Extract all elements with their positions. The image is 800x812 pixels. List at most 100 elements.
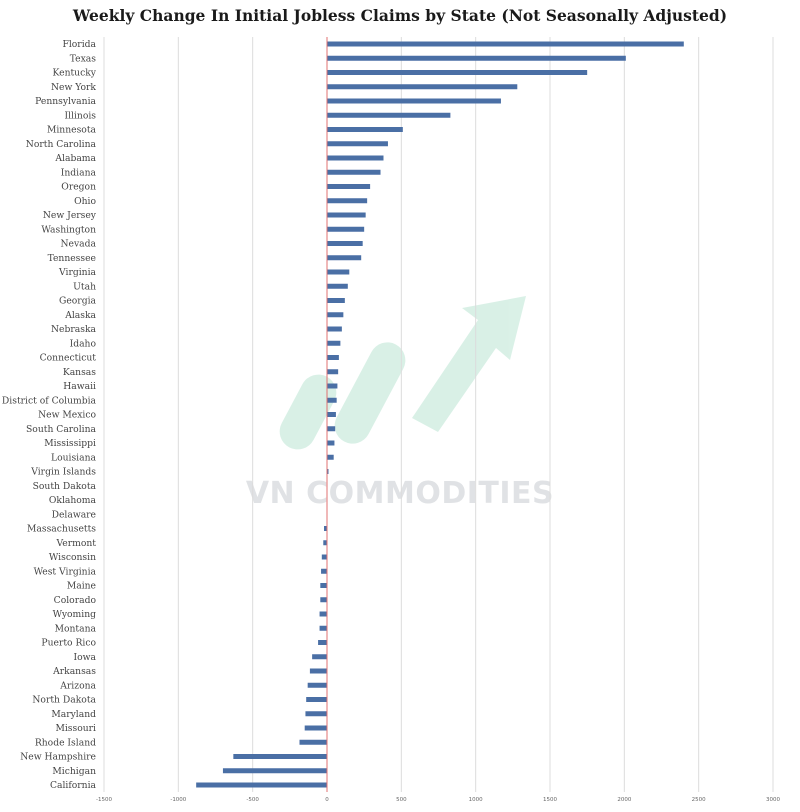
bar-indiana xyxy=(327,169,381,175)
category-label: Idaho xyxy=(70,338,97,349)
category-label: Missouri xyxy=(55,723,96,734)
category-label: Virgin Islands xyxy=(30,467,96,478)
bar-ohio xyxy=(327,198,368,204)
bar-rhode-island xyxy=(299,739,327,745)
bar-district-of-columbia xyxy=(327,397,337,403)
category-labels: Florida Texas Kentucky New York Pennsylvania… xyxy=(2,39,97,791)
bar-washington xyxy=(327,226,365,232)
category-label: Alaska xyxy=(64,310,96,321)
category-label: North Dakota xyxy=(32,695,96,706)
x-tick-label: -500 xyxy=(246,797,259,803)
bar-tennessee xyxy=(327,255,362,261)
bar-virgin-islands xyxy=(327,469,329,474)
bar-pennsylvania xyxy=(327,98,501,104)
bar-michigan xyxy=(222,768,327,774)
bar-new-jersey xyxy=(327,212,366,218)
category-label: Kentucky xyxy=(53,68,97,79)
chart-title: Weekly Change In Initial Jobless Claims … xyxy=(72,6,728,25)
category-label: West Virginia xyxy=(34,566,97,577)
category-label: Ohio xyxy=(74,196,96,207)
category-label: Rhode Island xyxy=(35,737,96,748)
watermark-logo: VN COMMODITIES xyxy=(246,296,554,511)
category-label: Kansas xyxy=(63,367,96,378)
category-label: California xyxy=(50,780,97,791)
x-tick-label: 500 xyxy=(396,797,407,803)
category-label: New Jersey xyxy=(43,210,97,221)
x-tick-label: -1000 xyxy=(170,797,186,803)
x-tick-label: 1500 xyxy=(543,797,557,803)
category-label: Wisconsin xyxy=(49,552,96,563)
category-label: Delaware xyxy=(52,509,96,520)
bar-puerto-rico xyxy=(318,640,327,645)
bar-massachusetts xyxy=(324,526,327,531)
bar-idaho xyxy=(327,340,341,346)
category-label: Florida xyxy=(62,39,96,50)
watermark-arrow-icon xyxy=(279,296,526,450)
category-label: Virginia xyxy=(58,267,96,278)
x-axis-ticks: -1500 -1000 -500 0 500 1000 1500 2000 2500 3000 xyxy=(96,797,780,803)
category-label: New York xyxy=(51,82,96,93)
category-label: Mississippi xyxy=(44,438,96,449)
category-label: Texas xyxy=(70,53,97,64)
category-label: Louisiana xyxy=(51,452,97,463)
bar-arizona xyxy=(307,682,327,688)
category-label: South Dakota xyxy=(33,481,97,492)
category-label: Nevada xyxy=(60,239,96,250)
bar-virginia xyxy=(327,269,350,275)
bar-wisconsin xyxy=(321,554,327,560)
bar-missouri xyxy=(304,725,327,731)
bar-nebraska xyxy=(327,326,342,332)
x-tick-label: 3000 xyxy=(766,797,780,803)
bar-kentucky xyxy=(327,70,588,75)
x-tick-label: 2000 xyxy=(617,797,631,803)
category-label: Arizona xyxy=(59,680,96,691)
bar-connecticut xyxy=(327,355,339,360)
bar-california xyxy=(196,782,327,788)
bar-utah xyxy=(327,283,348,289)
bar-nevada xyxy=(327,241,363,246)
bars-layer xyxy=(196,37,684,792)
bar-georgia xyxy=(327,298,345,303)
x-tick-label: 1000 xyxy=(469,797,483,803)
category-label: Wyoming xyxy=(53,609,97,620)
category-label: District of Columbia xyxy=(2,395,97,406)
category-label: Illinois xyxy=(64,110,96,121)
category-label: Maryland xyxy=(51,709,96,720)
bar-alaska xyxy=(327,312,344,318)
category-label: North Carolina xyxy=(26,139,97,150)
category-label: New Hampshire xyxy=(20,752,96,763)
bar-montana xyxy=(319,625,327,631)
x-tick-label: 0 xyxy=(325,797,329,803)
category-label: Arkansas xyxy=(52,666,96,677)
bar-oregon xyxy=(327,184,371,189)
bar-north-dakota xyxy=(306,697,327,702)
category-label: Colorado xyxy=(54,595,97,606)
category-label: Oklahoma xyxy=(49,495,97,506)
category-label: Massachusetts xyxy=(27,524,96,535)
category-label: Pennsylvania xyxy=(35,96,96,107)
bar-florida xyxy=(327,41,684,47)
category-label: Michigan xyxy=(52,766,96,777)
category-label: New Mexico xyxy=(38,410,96,421)
category-label: Iowa xyxy=(73,652,96,663)
bar-wyoming xyxy=(319,611,327,617)
bar-arkansas xyxy=(309,668,327,674)
bar-west-virginia xyxy=(321,568,327,574)
category-label: Hawaii xyxy=(63,381,96,392)
bar-iowa xyxy=(312,654,327,660)
watermark-text: VN COMMODITIES xyxy=(246,476,554,511)
category-label: South Carolina xyxy=(26,424,96,435)
category-label: Connecticut xyxy=(40,353,97,364)
category-label: Montana xyxy=(55,623,97,634)
x-tick-label: 2500 xyxy=(692,797,706,803)
x-tick-label: -1500 xyxy=(96,797,112,803)
bar-new-york xyxy=(327,84,518,90)
bar-new-mexico xyxy=(327,412,336,417)
category-label: Tennessee xyxy=(48,253,96,264)
category-label: Washington xyxy=(41,224,96,235)
category-label: Alabama xyxy=(54,153,96,164)
category-label: Indiana xyxy=(61,167,97,178)
category-label: Georgia xyxy=(59,296,97,307)
category-label: Puerto Rico xyxy=(41,638,96,649)
